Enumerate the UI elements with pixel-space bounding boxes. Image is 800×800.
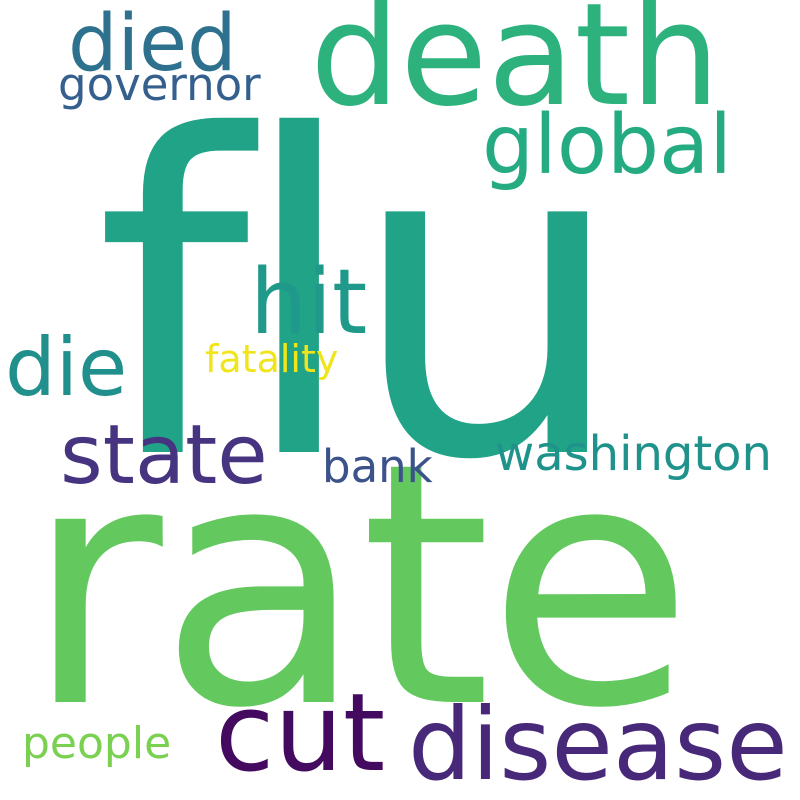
word-disease: disease [408, 686, 788, 800]
word-washington: washington [495, 426, 772, 482]
word-death: death [310, 0, 721, 138]
word-state: state [60, 408, 268, 503]
word-people: people [22, 718, 172, 769]
word-died: died [68, 0, 237, 89]
word-governor: governor [58, 58, 261, 111]
word-global: global [482, 98, 733, 193]
word-hit: hit [250, 250, 368, 355]
word-fatality: fatality [205, 337, 339, 381]
word-cut: cut [215, 671, 386, 796]
word-die: die [5, 321, 128, 414]
word-rate: rate [25, 392, 693, 782]
word-flu: flu [95, 44, 627, 556]
word-bank: bank [322, 440, 433, 493]
